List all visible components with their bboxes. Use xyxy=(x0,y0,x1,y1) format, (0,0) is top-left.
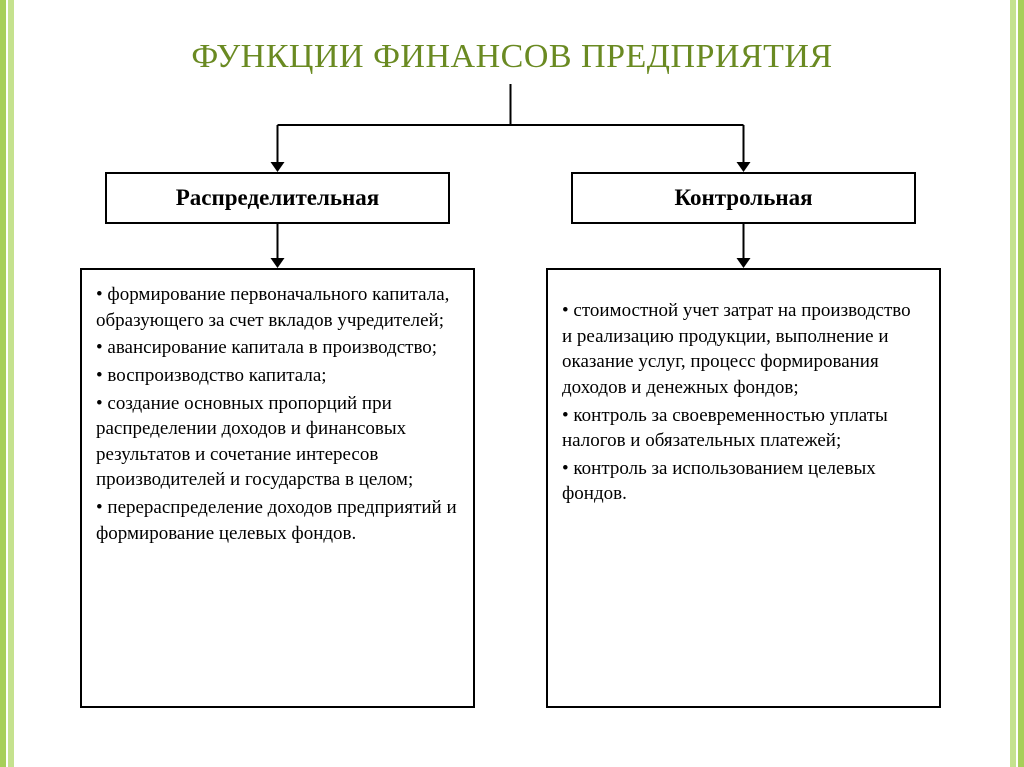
branch-left-item: • создание основных пропорций при распре… xyxy=(96,391,459,494)
branch-right-item: • стоимостной учет затрат на производств… xyxy=(562,298,925,401)
branch-right-item: • контроль за использованием целевых фон… xyxy=(562,456,925,507)
branch-left-heading: Распределительная xyxy=(176,185,379,211)
branch-right-title-box: Контрольная xyxy=(571,172,916,224)
stripe-right-inner xyxy=(1010,0,1016,767)
stripe-left-outer xyxy=(0,0,6,767)
stripe-left-inner xyxy=(8,0,14,767)
branch-right-heading: Контрольная xyxy=(674,185,812,211)
page-title: ФУНКЦИИ ФИНАНСОВ ПРЕДПРИЯТИЯ xyxy=(0,38,1024,76)
branch-left-item: • формирование первоначального капитала,… xyxy=(96,282,459,333)
branch-left-item: • перераспределение доходов предприятий … xyxy=(96,495,459,546)
stripe-right-outer xyxy=(1018,0,1024,767)
branch-right-item: • контроль за своевременностью уплаты на… xyxy=(562,403,925,454)
branch-left-item: • авансирование капитала в производство; xyxy=(96,335,459,361)
branch-left-title-box: Распределительная xyxy=(105,172,450,224)
branch-left-item: • воспроизводство капитала; xyxy=(96,363,459,389)
branch-right-body-box: • стоимостной учет затрат на производств… xyxy=(546,268,941,708)
branch-left-body-box: • формирование первоначального капитала,… xyxy=(80,268,475,708)
